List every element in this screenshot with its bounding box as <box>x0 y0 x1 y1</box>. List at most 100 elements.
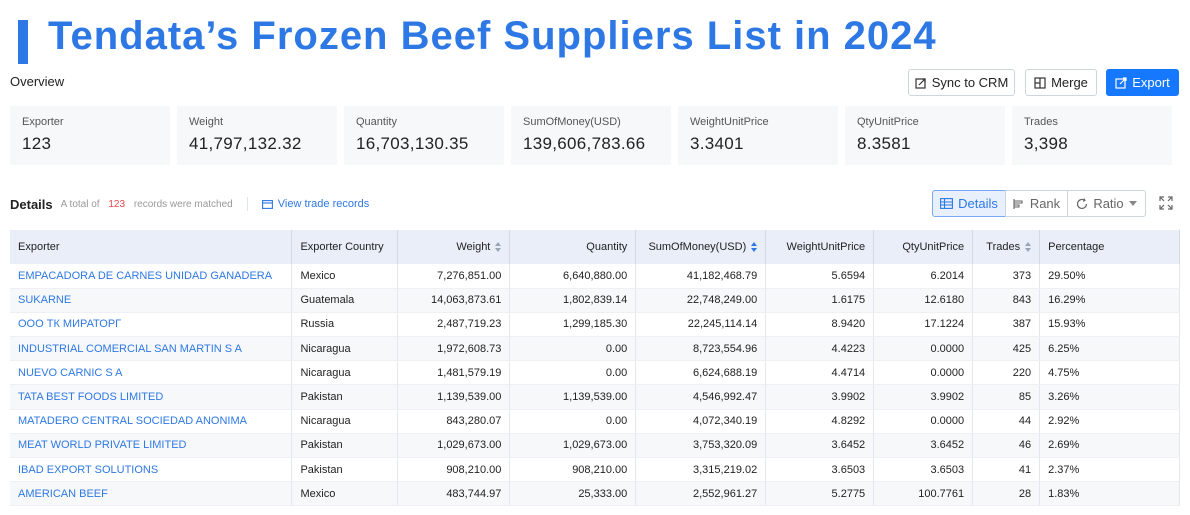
cell-weight-unit-price: 4.8292 <box>765 409 875 434</box>
cell-quantity: 0.00 <box>509 409 637 434</box>
stat-value: 123 <box>22 134 52 153</box>
cell-trades: 44 <box>972 409 1041 434</box>
exporter-link[interactable]: SUKARNE <box>10 288 293 313</box>
cell-trades: 425 <box>972 336 1041 362</box>
cell-qty-unit-price: 0.0000 <box>873 336 974 362</box>
exporter-link[interactable]: IBAD EXPORT SOLUTIONS <box>10 457 293 483</box>
table-row[interactable]: AMERICAN BEEF Mexico 483,744.97 25,333.00 2,… <box>10 481 1180 507</box>
exporter-link[interactable]: NUEVO CARNIC S A <box>10 360 293 386</box>
cell-quantity: 908,210.00 <box>509 457 637 483</box>
tab-rank[interactable]: Rank <box>1005 190 1068 217</box>
cell-weight-unit-price: 4.4223 <box>765 336 875 362</box>
stat-value: 3.3401 <box>690 134 744 153</box>
table-row[interactable]: NUEVO CARNIC S A Nicaragua 1,481,579.19 0.0… <box>10 360 1180 386</box>
table-row[interactable]: TATA BEST FOODS LIMITED Pakistan 1,139,539… <box>10 384 1180 410</box>
cell-quantity: 25,333.00 <box>509 481 637 507</box>
table-row[interactable]: EMPACADORA DE CARNES UNIDAD GANADERA Mexi… <box>10 264 1180 289</box>
sort-icon[interactable] <box>751 242 758 253</box>
stat-card-qty-unit-price: QtyUnitPrice 8.3581 <box>845 106 1005 165</box>
col-header-weight-label: Weight <box>456 241 491 253</box>
cell-qty-unit-price: 0.0000 <box>873 360 974 386</box>
cell-sum-of-money: 6,624,688.19 <box>635 360 767 386</box>
cell-percentage: 1.83% <box>1039 481 1180 507</box>
stat-card-trades: Trades 3,398 <box>1012 106 1172 165</box>
cell-qty-unit-price: 100.7761 <box>873 481 974 507</box>
cell-weight-unit-price: 8.9420 <box>765 312 875 338</box>
table-icon <box>940 198 954 209</box>
exporter-link[interactable]: INDUSTRIAL COMERCIAL SAN MARTIN S A <box>10 336 293 362</box>
merge-label: Merge <box>1051 75 1088 90</box>
exporter-link[interactable]: AMERICAN BEEF <box>10 481 293 507</box>
col-header-trades[interactable]: Trades <box>972 230 1041 264</box>
stat-label: WeightUnitPrice <box>690 116 769 128</box>
tab-details[interactable]: Details <box>932 190 1006 217</box>
cell-percentage: 15.93% <box>1039 312 1180 338</box>
cell-trades: 387 <box>972 312 1041 338</box>
tab-ratio[interactable]: Ratio <box>1067 190 1146 217</box>
view-trade-records-link[interactable]: View trade records <box>261 198 370 210</box>
cell-weight-unit-price: 3.6452 <box>765 433 875 459</box>
cell-percentage: 2.92% <box>1039 409 1180 434</box>
fullscreen-icon[interactable] <box>1159 196 1173 210</box>
cell-sum-of-money: 41,182,468.79 <box>635 264 767 289</box>
divider <box>246 197 248 211</box>
stat-value: 16,703,130.35 <box>356 134 469 153</box>
cell-weight-unit-price: 3.9902 <box>765 384 875 410</box>
cell-quantity: 0.00 <box>509 360 637 386</box>
cell-sum-of-money: 3,753,320.09 <box>635 433 767 459</box>
cell-sum-of-money: 22,748,249.00 <box>635 288 767 313</box>
cell-country: Nicaragua <box>291 360 399 386</box>
stat-label: QtyUnitPrice <box>857 116 919 128</box>
exporter-link[interactable]: TATA BEST FOODS LIMITED <box>10 384 293 410</box>
view-trade-records-label: View trade records <box>277 198 370 210</box>
exporter-link[interactable]: MATADERO CENTRAL SOCIEDAD ANONIMA <box>10 409 293 434</box>
cell-weight-unit-price: 1.6175 <box>765 288 875 313</box>
col-header-sum-label: SumOfMoney(USD) <box>648 241 747 253</box>
col-header-weight[interactable]: Weight <box>397 230 511 264</box>
table-header-row: Exporter Exporter Country Weight Quantit… <box>10 230 1180 264</box>
cell-trades: 41 <box>972 457 1041 483</box>
cell-percentage: 16.29% <box>1039 288 1180 313</box>
table-row[interactable]: MATADERO CENTRAL SOCIEDAD ANONIMA Nicarag… <box>10 409 1180 434</box>
exporter-link[interactable]: MEAT WORLD PRIVATE LIMITED <box>10 433 293 459</box>
merge-button[interactable]: Merge <box>1025 69 1097 96</box>
cell-trades: 373 <box>972 264 1041 289</box>
stat-label: Exporter <box>22 116 64 128</box>
card-icon <box>261 199 273 209</box>
page-title: Tendata’s Frozen Beef Suppliers List in … <box>48 14 937 58</box>
stat-card-sum-of-money: SumOfMoney(USD) 139,606,783.66 <box>511 106 671 165</box>
table-row[interactable]: MEAT WORLD PRIVATE LIMITED Pakistan 1,029,… <box>10 433 1180 459</box>
cell-sum-of-money: 2,552,961.27 <box>635 481 767 507</box>
tab-rank-label: Rank <box>1029 196 1061 211</box>
cell-quantity: 1,029,673.00 <box>509 433 637 459</box>
stat-label: Quantity <box>356 116 397 128</box>
cell-country: Mexico <box>291 481 399 507</box>
cell-trades: 220 <box>972 360 1041 386</box>
cell-trades: 85 <box>972 384 1041 410</box>
cell-weight: 2,487,719.23 <box>397 312 511 338</box>
cell-qty-unit-price: 3.9902 <box>873 384 974 410</box>
sort-icon[interactable] <box>1025 242 1032 253</box>
sort-icon[interactable] <box>495 242 502 253</box>
chevron-down-icon <box>1128 201 1137 206</box>
export-button[interactable]: Export <box>1106 69 1179 96</box>
table-row[interactable]: SUKARNE Guatemala 14,063,873.61 1,802,839.1… <box>10 288 1180 313</box>
cell-country: Pakistan <box>291 457 399 483</box>
col-header-exporter: Exporter <box>10 230 293 264</box>
records-matched-text: A total of 123 records were matched <box>61 199 233 210</box>
cell-weight: 843,280.07 <box>397 409 511 434</box>
stat-value: 139,606,783.66 <box>523 134 646 153</box>
exporter-link[interactable]: EMPACADORA DE CARNES UNIDAD GANADERA <box>10 264 293 289</box>
table-row[interactable]: IBAD EXPORT SOLUTIONS Pakistan 908,210.00 9… <box>10 457 1180 483</box>
cell-percentage: 6.25% <box>1039 336 1180 362</box>
sync-to-crm-button[interactable]: Sync to CRM <box>908 69 1015 96</box>
cell-qty-unit-price: 3.6503 <box>873 457 974 483</box>
total-count: 123 <box>108 198 126 210</box>
cell-country: Pakistan <box>291 384 399 410</box>
exporter-link[interactable]: ООО ТК МИРАТОРГ <box>10 312 293 338</box>
cell-sum-of-money: 4,072,340.19 <box>635 409 767 434</box>
table-row[interactable]: ООО ТК МИРАТОРГ Russia 2,487,719.23 1,299,1… <box>10 312 1180 338</box>
col-header-sum-of-money[interactable]: SumOfMoney(USD) <box>635 230 767 264</box>
cell-percentage: 2.37% <box>1039 457 1180 483</box>
table-row[interactable]: INDUSTRIAL COMERCIAL SAN MARTIN S A Nicar… <box>10 336 1180 362</box>
